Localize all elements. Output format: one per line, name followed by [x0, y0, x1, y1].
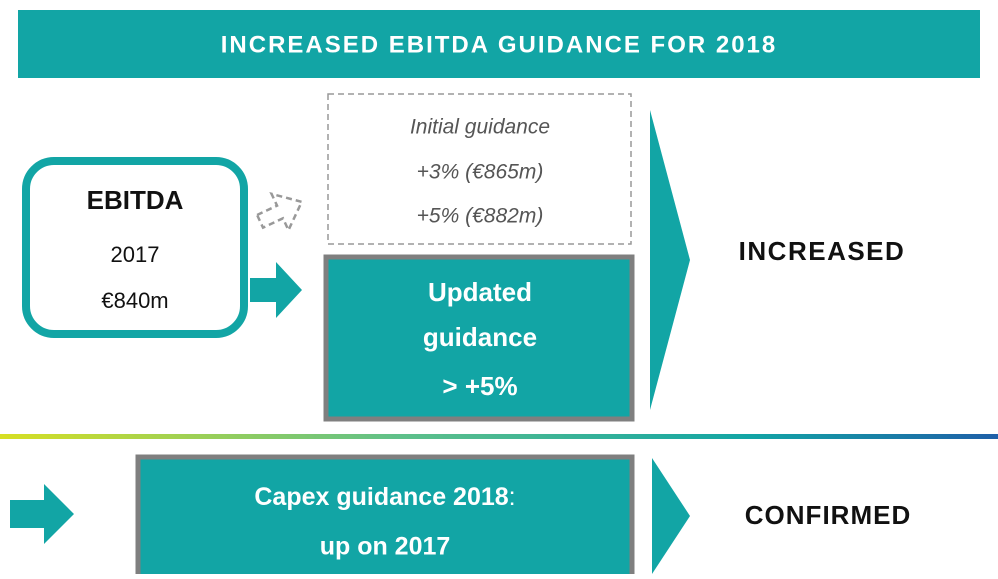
ebitda-label: EBITDA [87, 185, 184, 215]
chevron [650, 110, 690, 410]
updated-guidance-box [323, 254, 635, 422]
initial-guidance-box [327, 93, 632, 245]
dashed-arrow [255, 191, 304, 234]
ebitda-box [22, 157, 248, 338]
capex-label: Capex guidance 2018: [254, 483, 515, 511]
ebitda-result: INCREASED [739, 236, 906, 266]
capex-separator: : [509, 483, 516, 511]
chevron [652, 458, 690, 574]
header-title: INCREASED EBITDA GUIDANCE FOR 2018 [221, 31, 778, 58]
capex-box [135, 454, 635, 579]
capex-label-text: Capex guidance 2018 [254, 483, 508, 511]
updated-guidance-line: guidance [423, 322, 537, 352]
header-bar [18, 10, 980, 78]
solid-arrow [250, 262, 302, 318]
updated-guidance-line: Updated [428, 277, 532, 307]
initial-guidance-title: Initial guidance [410, 116, 550, 139]
divider [0, 434, 998, 439]
ebitda-value: €840m [101, 288, 168, 313]
capex-result: CONFIRMED [745, 500, 911, 530]
capex-detail: up on 2017 [320, 533, 451, 561]
capex-arrow [10, 484, 74, 544]
updated-guidance-line: > +5% [442, 371, 517, 401]
initial-guidance-line: +5% (€882m) [417, 205, 544, 228]
ebitda-year: 2017 [111, 242, 160, 267]
initial-guidance-line: +3% (€865m) [417, 161, 544, 184]
